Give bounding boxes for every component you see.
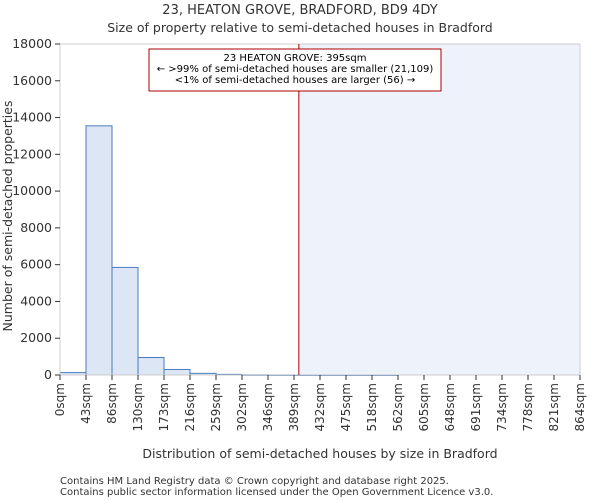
annotation-box <box>148 48 442 92</box>
y-tick-label: 8000 <box>20 220 52 235</box>
y-tick-label: 4000 <box>20 293 52 308</box>
y-tick-label: 16000 <box>12 73 52 88</box>
y-tick-label: 0 <box>44 367 52 382</box>
x-tick-label: 43sqm <box>79 383 93 424</box>
x-tick-label: 389sqm <box>287 383 301 431</box>
x-tick-label: 562sqm <box>391 383 405 431</box>
annotation-larger: <1% of semi-detached houses are larger (… <box>175 75 415 86</box>
x-tick-label: 432sqm <box>313 383 327 431</box>
x-tick-label: 216sqm <box>183 383 197 431</box>
y-tick-label: 12000 <box>12 146 52 161</box>
annotation-smaller: ← >99% of semi-detached houses are small… <box>157 64 434 75</box>
x-tick-label: 173sqm <box>157 383 171 431</box>
x-tick-label: 864sqm <box>573 383 587 431</box>
x-tick-label: 734sqm <box>495 383 509 431</box>
y-tick-label: 18000 <box>12 36 52 51</box>
x-axis-label: Distribution of semi-detached houses by … <box>142 446 497 461</box>
chart-subtitle: Size of property relative to semi-detach… <box>107 20 493 35</box>
x-tick-label: 259sqm <box>209 383 223 431</box>
bar-43sqm <box>85 125 113 376</box>
x-tick-label: 0sqm <box>53 383 67 416</box>
x-tick-label: 605sqm <box>417 383 431 431</box>
x-tick-label: 302sqm <box>235 383 249 431</box>
x-tick-label: 648sqm <box>443 383 457 431</box>
footer-copyright: Contains HM Land Registry data © Crown c… <box>60 476 449 487</box>
y-tick-label: 14000 <box>12 110 52 125</box>
bar-130sqm <box>137 357 165 376</box>
highlight-region <box>298 44 580 375</box>
x-tick-label: 346sqm <box>261 383 275 431</box>
x-tick-label: 691sqm <box>469 383 483 431</box>
y-axis-label: Number of semi-detached properties <box>0 101 15 332</box>
y-tick-label: 10000 <box>12 183 52 198</box>
x-tick-label: 130sqm <box>131 383 145 431</box>
x-tick-label: 86sqm <box>105 383 119 424</box>
footer-licence: Contains public sector information licen… <box>60 487 493 498</box>
y-tick-label: 6000 <box>20 257 52 272</box>
bar-173sqm <box>163 368 191 376</box>
chart-title: 23, HEATON GROVE, BRADFORD, BD9 4DY <box>162 3 437 18</box>
x-tick-label: 475sqm <box>339 383 353 431</box>
y-tick-label: 2000 <box>20 330 52 345</box>
annotation-title: 23 HEATON GROVE: 395sqm <box>224 53 367 64</box>
x-tick-label: 778sqm <box>521 383 535 431</box>
plot-area: 0 2000 4000 6000 8000 10000 12000 14000 16000 180… <box>12 36 587 431</box>
bar-86sqm <box>111 266 139 376</box>
x-tick-label: 821sqm <box>547 383 561 431</box>
x-tick-label: 518sqm <box>365 383 379 431</box>
